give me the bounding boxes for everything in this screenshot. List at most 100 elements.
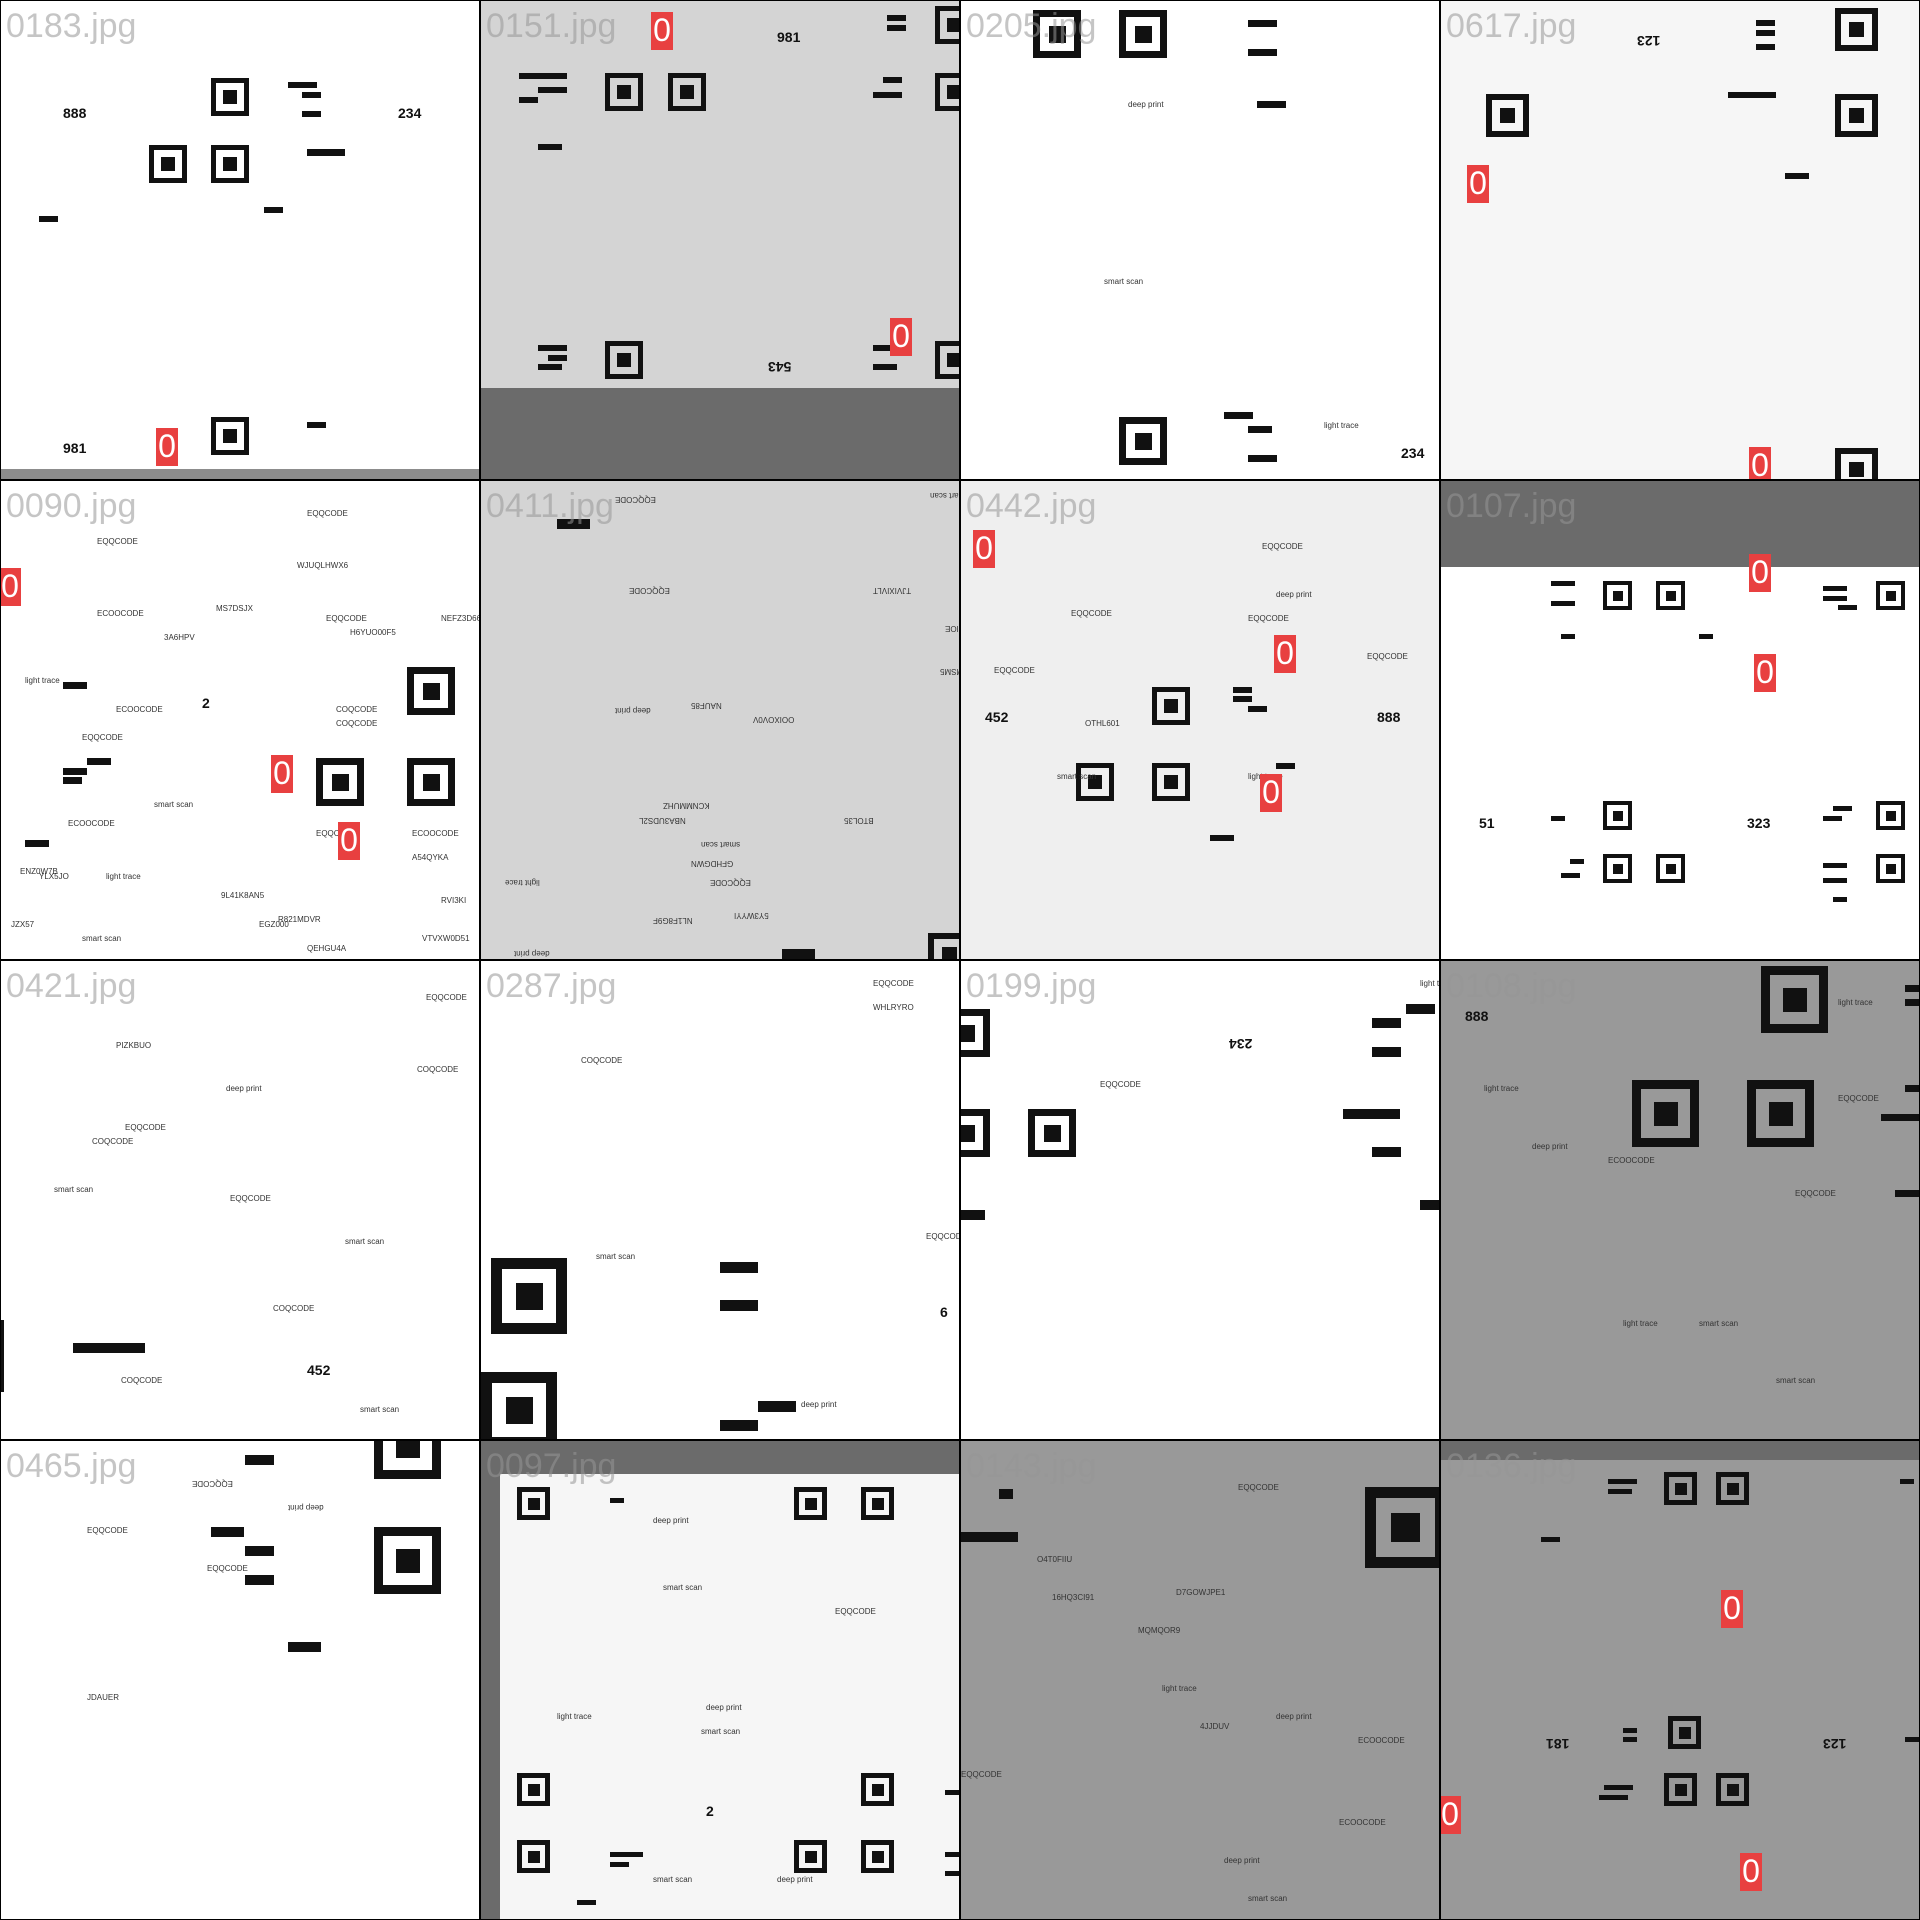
marker-center xyxy=(1164,775,1178,789)
fiducial-marker xyxy=(1152,763,1190,801)
scene-text: 4JJDUV xyxy=(1200,1722,1230,1731)
scene-text: deep print xyxy=(226,1084,262,1093)
fiducial-marker xyxy=(407,758,455,806)
image-tile[interactable]: EQQCODE deep print EQQCODE EQQCODE JDAUER 046… xyxy=(1,1441,479,1919)
black-bar xyxy=(1623,1737,1637,1742)
black-bar xyxy=(538,345,567,351)
scene-text: EQQCODE xyxy=(873,979,914,988)
scene-text: smart scan xyxy=(345,1237,385,1246)
black-bar xyxy=(873,345,892,351)
scene-text: EQQCODE xyxy=(710,878,751,887)
scene-text: COQCODE xyxy=(121,1376,163,1385)
scene-text: COQCODE xyxy=(336,705,378,714)
marker-center xyxy=(1654,1102,1678,1126)
background-band xyxy=(481,388,959,479)
scene-text: COQCODE xyxy=(336,719,378,728)
black-bar xyxy=(1561,634,1575,639)
marker-center xyxy=(1135,433,1152,450)
scene-text: 888 xyxy=(1377,709,1401,725)
fiducial-marker xyxy=(935,6,959,44)
fiducial-marker xyxy=(1365,1487,1439,1568)
fiducial-marker xyxy=(928,933,959,959)
image-tile[interactable]: 888 light trace light trace EQQCODE deep pri… xyxy=(1441,961,1919,1439)
scene-text: smart scan xyxy=(930,491,959,500)
scene-text: light trace xyxy=(25,676,60,685)
marker-center xyxy=(1886,811,1896,821)
black-bar xyxy=(519,97,538,103)
black-bar xyxy=(1,1320,4,1392)
detection-badge: 0 xyxy=(1,568,21,606)
scene-text: 123 xyxy=(1637,33,1661,49)
scene-text: ECOOCODE xyxy=(68,819,115,828)
black-bar xyxy=(307,422,326,428)
marker-center xyxy=(1391,1513,1420,1542)
marker-center xyxy=(506,1397,533,1424)
black-bar xyxy=(720,1262,758,1273)
marker-center xyxy=(528,1784,540,1796)
image-tile[interactable]: EQQCODE EQQCODE WJUQLHWX6 ECOOCODE MS7DSJX EQ… xyxy=(1,481,479,959)
image-tile[interactable]: EQQCODE O4T0FIIU 16HQ3CI91 D7GOWJPE1 MQMQOR9… xyxy=(961,1441,1439,1919)
image-tile[interactable]: EQQCODE WHLRYRO COQCODE smart scan EQQCODE 6 d… xyxy=(481,961,959,1439)
scene-text: 181 xyxy=(1546,1736,1570,1752)
image-tile[interactable]: smart scan EQQCODE EQQCODE TJVIXIVLT 3EJIOE 0… xyxy=(481,481,959,959)
scene-text: MQMQOR9 xyxy=(1138,1626,1181,1635)
fiducial-marker xyxy=(935,341,959,379)
image-tile[interactable]: 452 888 EQQCODE EQQCODE EQQCODE EQQCODE EQQCOD… xyxy=(961,481,1439,959)
scene-text: light trace xyxy=(1162,1684,1197,1693)
black-bar xyxy=(63,768,87,775)
marker-center xyxy=(528,1498,540,1510)
scene-text: NAUF85 xyxy=(691,701,722,710)
scene-text: smart scan xyxy=(653,1875,693,1884)
fiducial-marker xyxy=(1076,763,1114,801)
black-bar xyxy=(1823,878,1847,883)
black-bar xyxy=(1905,1737,1919,1742)
image-tile[interactable]: 181 123 0 0 0 0136.jpg xyxy=(1441,1441,1919,1919)
scene-text: EQQCODE xyxy=(1795,1189,1836,1198)
image-tile[interactable]: EQQCODE PIZKBUO COQCODE deep print EQQCODE CO… xyxy=(1,961,479,1439)
scene-text: ENZ0W7B xyxy=(20,867,58,876)
marker-center xyxy=(617,353,631,367)
scene-text: 981 xyxy=(63,440,87,456)
scene-text: smart scan xyxy=(701,1727,741,1736)
tile-filename: 0151.jpg xyxy=(486,7,617,45)
black-bar xyxy=(1756,20,1775,26)
scene-text: light trace xyxy=(505,878,540,887)
scene-text: 0KMSM5 xyxy=(940,667,959,676)
scene-text: 123 xyxy=(1823,1736,1847,1752)
fiducial-marker xyxy=(1486,94,1529,137)
black-bar xyxy=(1224,412,1253,419)
scene-text: 9L41K8AN5 xyxy=(221,891,265,900)
marker-center xyxy=(1613,591,1623,601)
marker-center xyxy=(805,1851,817,1863)
scene-text: 2 xyxy=(706,1803,714,1819)
scene-text: H6YUO00F5 xyxy=(350,628,396,637)
black-bar xyxy=(1823,863,1847,868)
fiducial-marker xyxy=(861,1840,894,1873)
image-tile[interactable]: 123 0 0 0617.jpg xyxy=(1441,1,1919,479)
image-tile[interactable]: 234 EQQCODE light trace 0199.jpg xyxy=(961,961,1439,1439)
scene-text: light trace xyxy=(1324,421,1359,430)
scene-text: D7GOWJPE1 xyxy=(1176,1588,1226,1597)
scene-text: 6 xyxy=(940,1304,948,1320)
tile-filename: 0183.jpg xyxy=(6,7,137,45)
image-tile[interactable]: 234 deep print smart scan light trace 0205.j… xyxy=(961,1,1439,479)
marker-center xyxy=(1613,864,1623,874)
fiducial-marker xyxy=(149,145,187,183)
image-tile[interactable]: 51 323 0 0 0107.jpg xyxy=(1441,481,1919,959)
tile-filename: 0421.jpg xyxy=(6,967,137,1005)
black-bar xyxy=(1372,1147,1401,1157)
scene-text: 16HQ3CI91 xyxy=(1052,1593,1095,1602)
black-bar xyxy=(1551,816,1565,821)
scene-text: 452 xyxy=(985,709,1009,725)
black-bar xyxy=(758,1401,796,1412)
image-tile[interactable]: 981 543 0 0 0151.jpg xyxy=(481,1,959,479)
black-bar xyxy=(1420,1200,1439,1210)
black-bar xyxy=(1905,1085,1919,1092)
black-bar xyxy=(557,519,590,529)
tile-filename: 0097.jpg xyxy=(486,1447,617,1485)
detection-badge: 0 xyxy=(651,12,673,50)
image-tile[interactable]: 2 deep print smart scan EQQCODE deep print li… xyxy=(481,1441,959,1919)
marker-center xyxy=(528,1851,540,1863)
